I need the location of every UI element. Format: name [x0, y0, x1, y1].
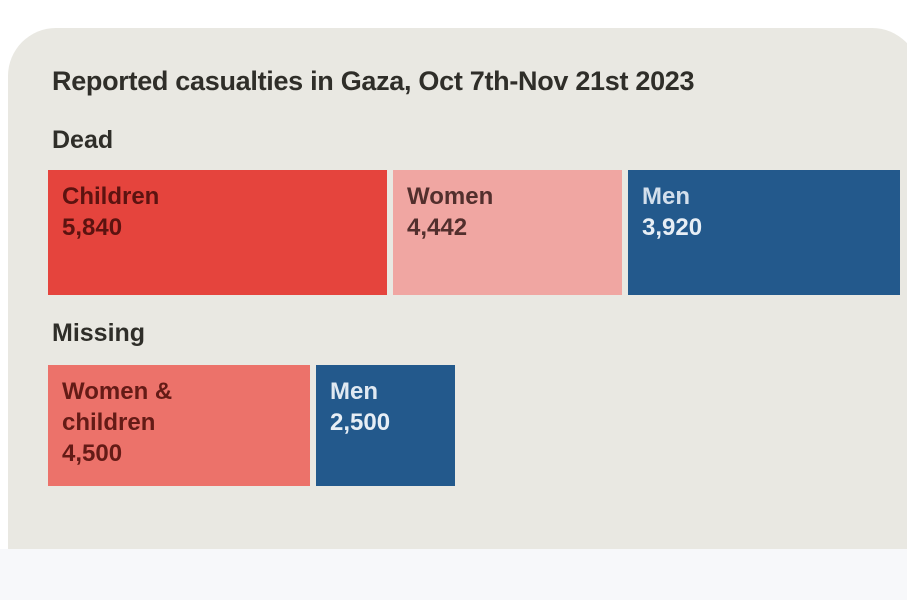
chart-card: Reported casualties in Gaza, Oct 7th-Nov… [8, 28, 907, 549]
bar-dead-women-label: Women [407, 183, 494, 210]
bar-missing-men: Men 2,500 [316, 365, 455, 486]
bar-row-dead: Children 5,840 Women 4,442 Men 3,920 [48, 170, 907, 295]
bar-row-missing: Women & children 4,500 Men 2,500 [48, 365, 907, 486]
bar-dead-women: Women 4,442 [393, 170, 622, 295]
section-label-missing: Missing [52, 319, 146, 347]
bar-dead-children-label: Children [62, 183, 160, 210]
bar-dead-women-value: 4,442 [407, 214, 468, 241]
bar-missing-women-children: Women & children 4,500 [48, 365, 310, 486]
bar-dead-men-label: Men [642, 183, 690, 210]
bar-missing-men-value: 2,500 [330, 409, 391, 436]
chart-card-content: Reported casualties in Gaza, Oct 7th-Nov… [8, 28, 907, 486]
bar-dead-men: Men 3,920 [628, 170, 900, 295]
bar-missing-women-children-label: Women & children [62, 378, 173, 436]
footer-strip [0, 549, 907, 600]
bar-dead-children: Children 5,840 [48, 170, 387, 295]
bar-missing-women-children-value: 4,500 [62, 440, 123, 467]
bar-dead-men-value: 3,920 [642, 214, 703, 241]
bar-dead-children-value: 5,840 [62, 214, 123, 241]
section-label-dead: Dead [52, 126, 114, 154]
bar-missing-men-label: Men [330, 378, 378, 405]
section-missing: Missing Women & children 4,500 Men 2,500 [48, 317, 907, 486]
section-dead: Dead Children 5,840 Women 4,442 Men 3,92… [48, 124, 907, 295]
chart-title: Reported casualties in Gaza, Oct 7th-Nov… [52, 66, 695, 96]
